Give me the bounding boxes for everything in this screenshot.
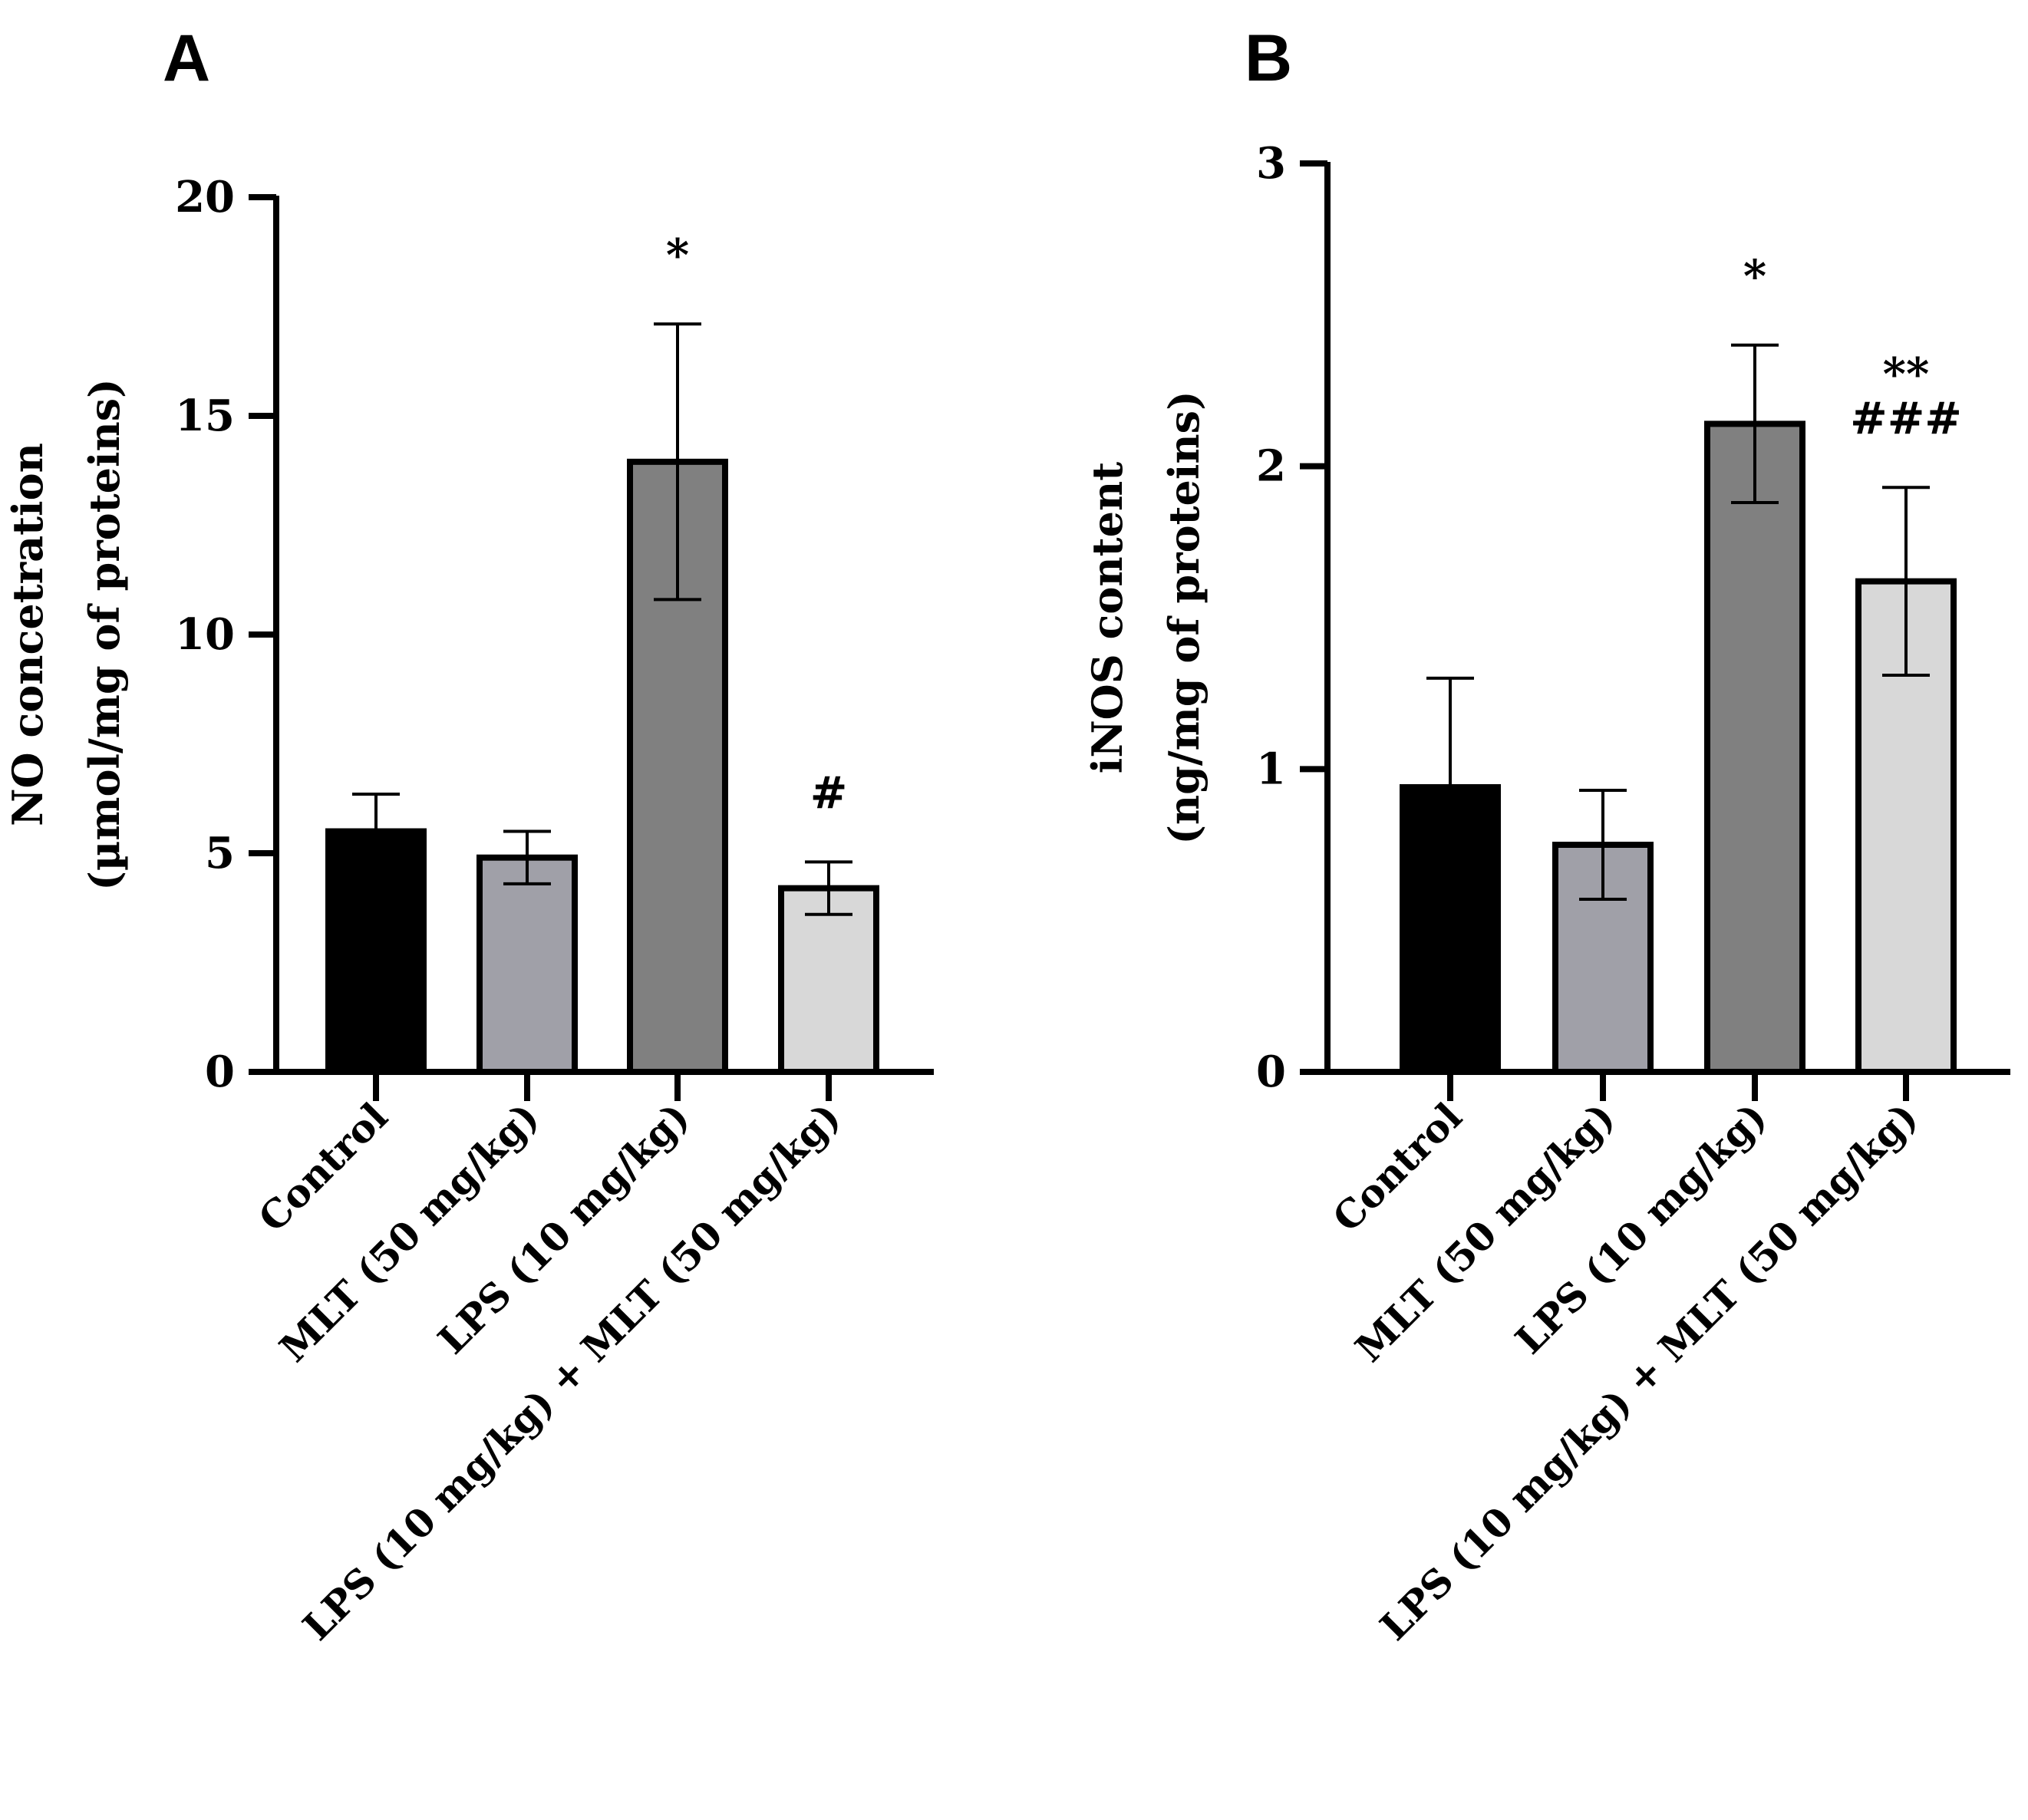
panel-b-letter: B [1245,21,1292,95]
panel-b-y-tick-label-2: 2 [1256,441,1286,492]
panel-a-y-tick-label-1: 5 [205,828,235,879]
panel-a-y-title-line2: (µmol/mg of proteins) [80,378,129,890]
panel-b-x-label-mlt: MLT (50 mg/kg) [1347,1094,1624,1371]
panel-a-x-label-lps-mlt: LPS (10 mg/kg) + MLT (50 mg/kg) [294,1094,849,1649]
panel-b-y-tick-label-3: 3 [1256,138,1286,189]
panel-b-x-label-lps-mlt: LPS (10 mg/kg) + MLT (50 mg/kg) [1371,1094,1926,1649]
panel-a-sig-lps-mlt-0: # [810,767,848,819]
panel-a-bar-mlt [476,854,578,1075]
panel-b-bar-lps [1704,420,1805,1075]
panel-b-sig-lps-mlt-0: ** [1883,348,1930,400]
panel-a-x-label-control: Control [249,1094,396,1241]
panel-b-x-label-control: Control [1324,1094,1470,1241]
panel-a-y-tick-label-4: 20 [175,172,235,223]
panel-a-letter: A [163,21,210,95]
panel-a-sig-lps-0: * [666,229,689,281]
panel-a-y-tick-label-0: 0 [205,1047,235,1097]
panel-b-sig-lps-mlt-1: ### [1850,392,1962,444]
panel-a-y-title-line1: NO concetration [3,443,52,826]
panel-a-x-label-lps: LPS (10 mg/kg) [429,1094,697,1363]
panel-b-y-title-line2: (ng/mg of proteins) [1159,391,1209,844]
panel-b-y-title-line1: iNOS content [1083,462,1132,773]
panel-a-x-label-mlt: MLT (50 mg/kg) [271,1094,548,1371]
panel-b-y-tick-label-0: 0 [1256,1047,1286,1097]
panel-b-x-label-lps: LPS (10 mg/kg) [1506,1094,1775,1363]
panel-b-sig-lps-0: * [1743,250,1766,302]
panel-a-y-tick-label-3: 15 [175,391,235,441]
panel-b-y-tick-label-1: 1 [1256,743,1286,794]
panel-a-y-tick-label-2: 10 [175,609,235,660]
